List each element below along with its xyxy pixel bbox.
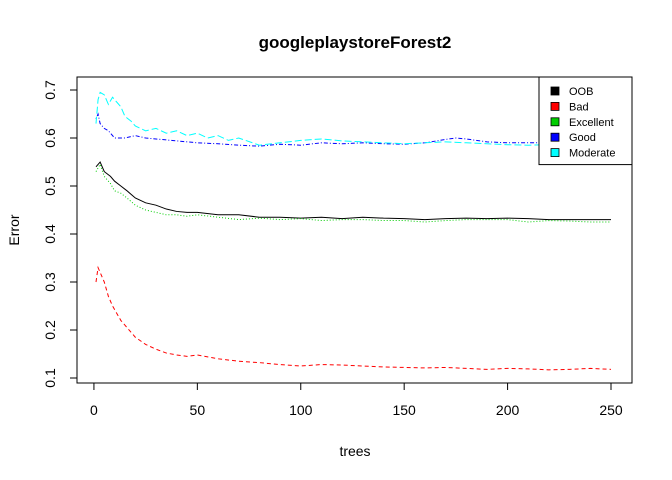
legend-swatch-excellent bbox=[550, 117, 560, 127]
legend-swatch-moderate bbox=[550, 148, 560, 158]
series-line-excellent bbox=[95, 163, 611, 223]
x-tick-label: 200 bbox=[496, 402, 520, 418]
series-line-moderate bbox=[95, 91, 612, 146]
y-axis: 0.1 0.2 0.3 0.4 0.5 0.6 0.7 bbox=[42, 80, 78, 388]
y-tick-label: 0.5 bbox=[42, 176, 58, 196]
x-tick-label: 100 bbox=[289, 402, 313, 418]
legend-label-bad: Bad bbox=[569, 101, 589, 113]
y-tick-label: 0.1 bbox=[42, 368, 58, 388]
chart-title: googleplaystoreForest2 bbox=[259, 33, 452, 52]
legend-swatch-oob bbox=[550, 86, 560, 96]
series-line-oob bbox=[95, 161, 611, 221]
y-axis-label: Error bbox=[6, 214, 22, 245]
series-layer bbox=[95, 91, 612, 371]
series-line-bad bbox=[95, 265, 612, 371]
x-tick-label: 0 bbox=[90, 402, 98, 418]
legend-swatch-good bbox=[550, 132, 560, 142]
x-axis-label: trees bbox=[339, 443, 370, 459]
x-tick-label: 250 bbox=[599, 402, 623, 418]
x-tick-label: 50 bbox=[190, 402, 206, 418]
y-tick-label: 0.7 bbox=[42, 80, 58, 100]
legend: OOB Bad Excellent Good Moderate bbox=[538, 76, 633, 166]
y-tick-label: 0.4 bbox=[42, 224, 58, 244]
legend-label-excellent: Excellent bbox=[569, 117, 614, 129]
y-tick-label: 0.3 bbox=[42, 272, 58, 292]
y-tick-label: 0.2 bbox=[42, 320, 58, 340]
x-axis: 0 50 100 150 200 250 bbox=[90, 382, 623, 418]
legend-label-oob: OOB bbox=[569, 86, 593, 98]
x-tick-label: 150 bbox=[392, 402, 416, 418]
legend-label-moderate: Moderate bbox=[569, 148, 615, 160]
legend-label-good: Good bbox=[569, 132, 596, 144]
y-tick-label: 0.6 bbox=[42, 128, 58, 148]
series-line-good bbox=[95, 112, 612, 147]
legend-swatch-bad bbox=[550, 102, 560, 111]
